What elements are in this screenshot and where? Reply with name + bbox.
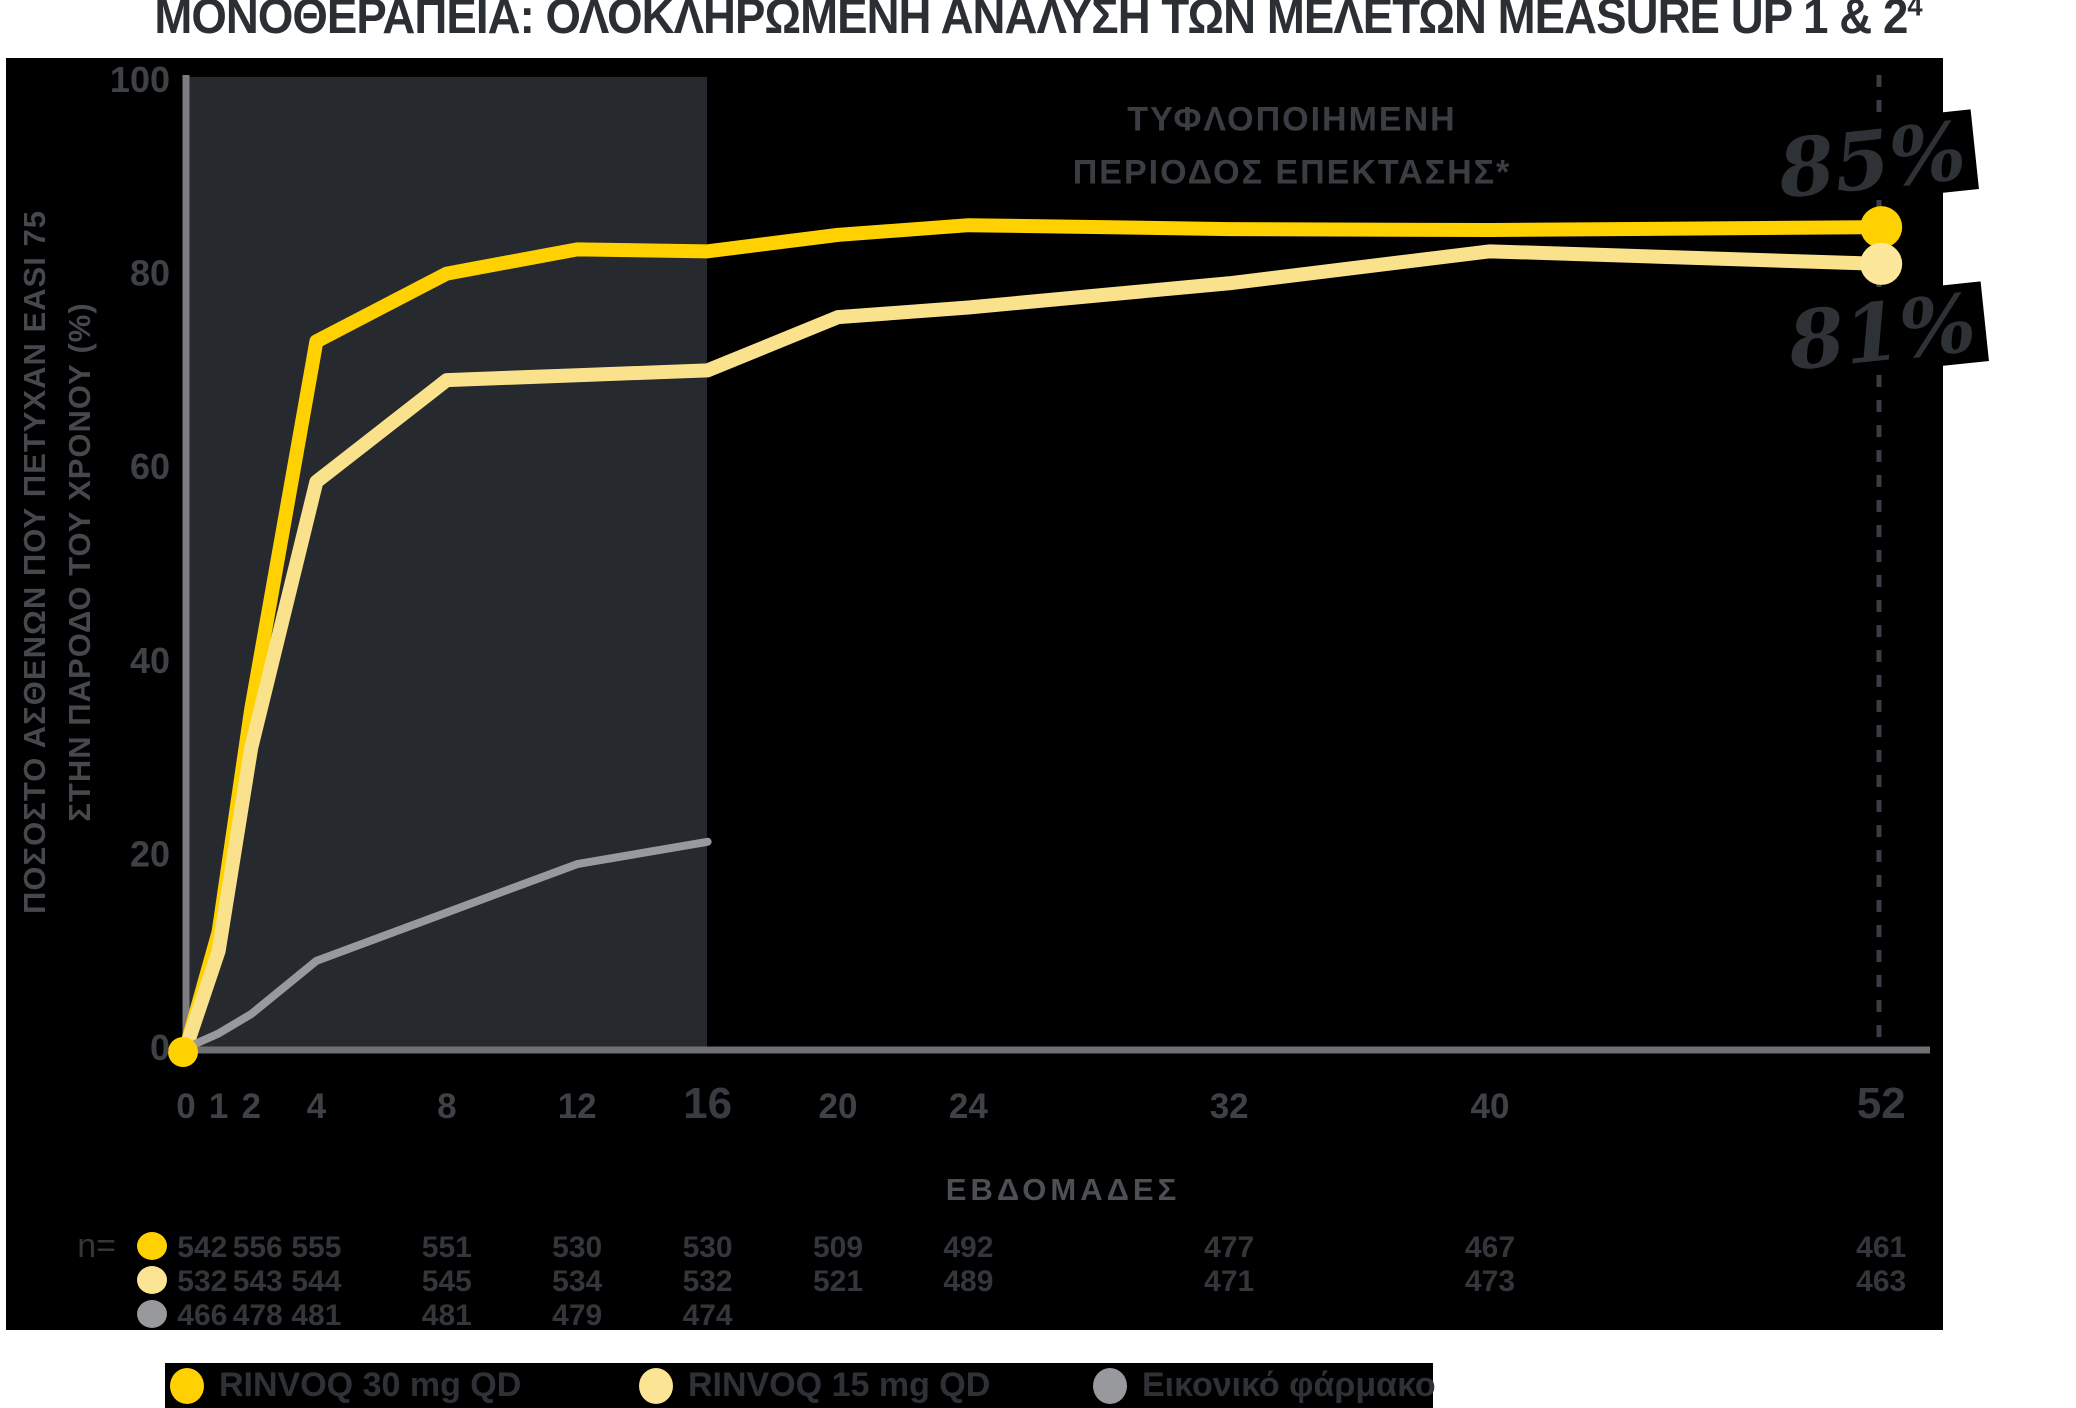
n-value: 481 xyxy=(422,1299,472,1332)
series-markers xyxy=(168,206,1903,1067)
n-value: 556 xyxy=(233,1231,283,1264)
x-tick-label: 40 xyxy=(1471,1087,1510,1126)
n-value: 509 xyxy=(813,1231,863,1264)
legend-dot-15mg-icon xyxy=(639,1367,673,1404)
n-row-dot xyxy=(137,1300,167,1328)
n-value: 532 xyxy=(177,1265,227,1298)
n-value: 532 xyxy=(683,1265,733,1298)
shaded-treatment-period-region xyxy=(186,77,707,1048)
n-value: 477 xyxy=(1204,1231,1254,1264)
x-tick-label: 20 xyxy=(819,1087,858,1126)
x-tick-label: 4 xyxy=(307,1087,327,1126)
legend-entry-placebo: Εικονικό φάρμακο xyxy=(1093,1363,1436,1408)
legend-label-15mg: RINVOQ 15 mg QD xyxy=(688,1366,991,1404)
x-tick-label: 8 xyxy=(437,1087,456,1126)
x-tick-label: 16 xyxy=(683,1079,732,1128)
y-axis-label-line2: ΣΤΗΝ ΠΑΡΟΔΟ ΤΟΥ ΧΡΟΝΟΥ (%) xyxy=(62,302,97,822)
n-value: 542 xyxy=(177,1231,227,1264)
n-value: 544 xyxy=(291,1265,341,1298)
end-value-label-15mg: 81% xyxy=(1774,275,1990,389)
n-value: 534 xyxy=(552,1265,602,1298)
n-value: 545 xyxy=(422,1265,472,1298)
series-line-2 xyxy=(182,837,712,1052)
blinded-extension-line1: ΤΥΦΛΟΠΟΙΗΜΕΝΗ xyxy=(1127,100,1457,139)
n-value: 551 xyxy=(422,1231,472,1264)
blinded-extension-annotation: ΤΥΦΛΟΠΟΙΗΜΕΝΗ ΠΕΡΙΟΔΟΣ ΕΠΕΚΤΑΣΗΣ* xyxy=(1073,93,1512,198)
n-value: 467 xyxy=(1465,1231,1515,1264)
n-row-label: n= xyxy=(77,1227,116,1265)
x-tick-label: 24 xyxy=(949,1087,988,1126)
x-tick-label: 0 xyxy=(176,1087,195,1126)
n-value: 489 xyxy=(943,1265,993,1298)
n-value: 530 xyxy=(552,1231,602,1264)
n-value: 471 xyxy=(1204,1265,1254,1298)
n-value: 473 xyxy=(1465,1265,1515,1298)
page-title-text: ΜΟΝΟΘΕΡΑΠΕΙΑ: ΟΛΟΚΛΗΡΩΜΕΝΗ ΑΝΑΛΥΣΗ ΤΩΝ Μ… xyxy=(154,0,1908,44)
n-value: 461 xyxy=(1856,1231,1906,1264)
y-axis-label: ΠΟΣΟΣΤΟ ΑΣΘΕΝΩΝ ΠΟΥ ΠΕΤΥΧΑΝ EASI 75 ΣΤΗΝ… xyxy=(13,210,103,914)
y-tick-label: 20 xyxy=(130,833,170,874)
legend-label-placebo: Εικονικό φάρμακο xyxy=(1142,1366,1436,1404)
x-axis-tick-labels: 0 1 2 4 8 12 16 20 24 32 40 52 xyxy=(176,1079,1905,1128)
n-row-dot xyxy=(137,1232,167,1260)
y-tick-label: 0 xyxy=(150,1027,170,1068)
y-tick-label: 80 xyxy=(130,253,170,294)
n-value: 521 xyxy=(813,1265,863,1298)
n-value: 492 xyxy=(943,1231,993,1264)
end-marker-1 xyxy=(1860,242,1903,285)
end-marker-0 xyxy=(1860,206,1903,249)
x-tick-label: 12 xyxy=(558,1087,597,1126)
legend-dot-30mg-icon xyxy=(170,1367,204,1404)
n-value: 466 xyxy=(177,1299,227,1332)
n-value: 481 xyxy=(291,1299,341,1332)
end-value-label-30mg: 85% xyxy=(1764,103,1980,217)
n-row-dot xyxy=(137,1266,167,1294)
page-title-superscript: 4 xyxy=(1907,0,1922,23)
y-tick-label: 40 xyxy=(130,640,170,681)
legend-label-30mg: RINVOQ 30 mg QD xyxy=(219,1366,522,1404)
x-tick-label: 1 xyxy=(209,1087,228,1126)
legend-dot-placebo-icon xyxy=(1093,1367,1127,1404)
blinded-extension-line2: ΠΕΡΙΟΔΟΣ ΕΠΕΚΤΑΣΗΣ* xyxy=(1072,153,1512,191)
n-value: 543 xyxy=(233,1265,283,1298)
legend-entry-15mg: RINVOQ 15 mg QD xyxy=(639,1363,990,1408)
n-value: 478 xyxy=(233,1299,283,1332)
y-tick-label: 100 xyxy=(110,59,170,100)
legend: RINVOQ 30 mg QD RINVOQ 15 mg QD Εικονικό… xyxy=(165,1363,1436,1408)
y-axis-tick-labels: 0 20 40 60 80 100 xyxy=(110,59,170,1068)
n-value: 555 xyxy=(291,1231,341,1264)
x-tick-label: 2 xyxy=(241,1087,260,1126)
n-value: 530 xyxy=(683,1231,733,1264)
series-lines xyxy=(179,218,1889,1055)
n-value: 479 xyxy=(552,1299,602,1332)
n-value: 474 xyxy=(683,1299,733,1332)
x-axis-label: ΕΒΔΟΜΑΔΕΣ xyxy=(945,1172,1181,1207)
legend-entry-30mg: RINVOQ 30 mg QD xyxy=(170,1363,521,1408)
n-value: 463 xyxy=(1856,1265,1906,1298)
x-tick-label: 32 xyxy=(1210,1087,1249,1126)
series-line-1 xyxy=(179,244,1889,1055)
y-tick-label: 60 xyxy=(130,446,170,487)
page-title: ΜΟΝΟΘΕΡΑΠΕΙΑ: ΟΛΟΚΛΗΡΩΜΕΝΗ ΑΝΑΛΥΣΗ ΤΩΝ Μ… xyxy=(73,0,2004,45)
x-tick-label: 52 xyxy=(1857,1079,1906,1128)
origin-marker xyxy=(168,1037,198,1067)
y-axis-label-line1: ΠΟΣΟΣΤΟ ΑΣΘΕΝΩΝ ΠΟΥ ΠΕΤΥΧΑΝ EASI 75 xyxy=(17,210,53,914)
